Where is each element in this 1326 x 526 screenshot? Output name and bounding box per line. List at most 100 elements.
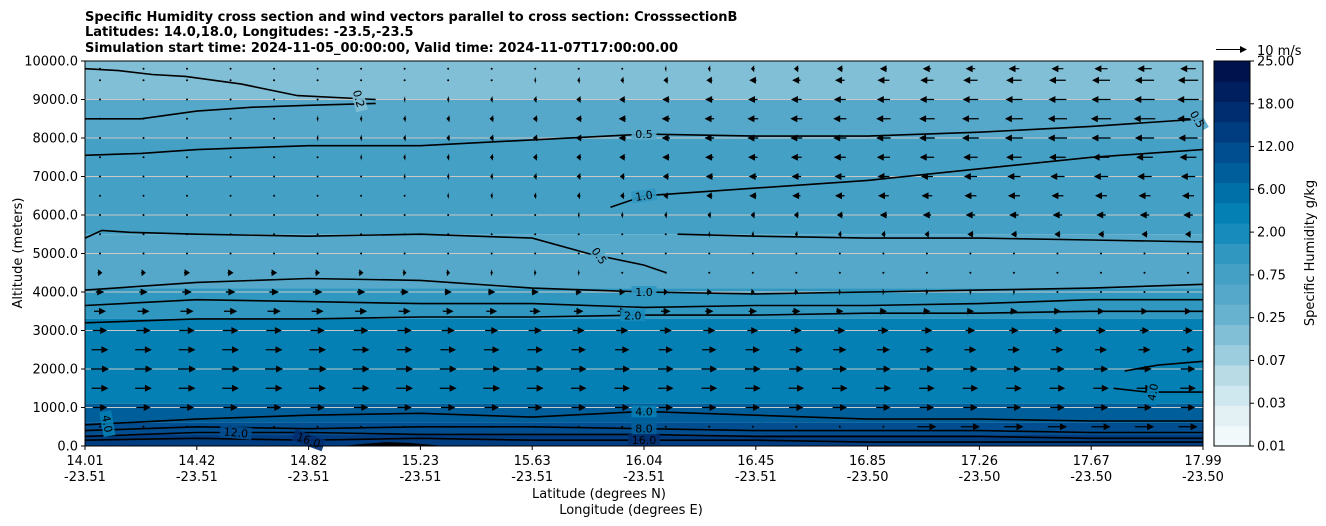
wind-vector bbox=[142, 175, 145, 178]
y-axis-label: Altitude (meters) bbox=[11, 198, 26, 309]
wind-vector bbox=[142, 425, 145, 428]
wind-vector bbox=[402, 269, 407, 277]
wind-vector bbox=[882, 252, 885, 255]
wind-vector bbox=[1180, 365, 1196, 373]
wind-vector bbox=[532, 115, 538, 123]
wind-vector bbox=[577, 76, 581, 84]
wind-vector bbox=[186, 194, 189, 197]
wind-vector bbox=[403, 252, 406, 255]
wind-vector bbox=[747, 327, 759, 334]
wind-vector bbox=[310, 404, 325, 411]
colorbar-segment bbox=[1214, 425, 1250, 447]
wind-vector bbox=[1099, 252, 1102, 255]
wind-vector bbox=[620, 192, 625, 200]
wind-vector bbox=[619, 153, 626, 161]
wind-vector bbox=[528, 404, 543, 411]
wind-vector bbox=[705, 153, 714, 161]
wind-vector bbox=[1013, 288, 1015, 296]
wind-vector bbox=[792, 192, 801, 200]
colorbar-tick-label: 0.75 bbox=[1257, 268, 1286, 283]
colorbar-segment bbox=[1214, 344, 1250, 366]
wind-vector bbox=[137, 307, 150, 315]
wind-vector bbox=[751, 271, 754, 274]
x-tick-label-lat: 15.23 bbox=[402, 454, 439, 469]
wind-vector bbox=[876, 365, 891, 373]
wind-vector bbox=[919, 153, 935, 161]
wind-vector bbox=[483, 384, 501, 392]
wind-vector bbox=[396, 346, 413, 354]
wind-vector bbox=[663, 192, 669, 200]
contour-line-0.5 bbox=[85, 118, 1203, 157]
wind-vector bbox=[1098, 230, 1104, 238]
contour-line-0.5 bbox=[85, 229, 667, 274]
wind-vector bbox=[876, 115, 891, 123]
wind-vector bbox=[439, 384, 457, 392]
wind-vector bbox=[186, 252, 189, 255]
wind-vector bbox=[1047, 115, 1067, 123]
wind-vector bbox=[352, 384, 370, 392]
wind-vector bbox=[1178, 134, 1198, 142]
wind-vector bbox=[99, 137, 101, 139]
x-tick-label-lat: 17.26 bbox=[961, 454, 998, 469]
wind-vector bbox=[225, 288, 236, 296]
wind-vector bbox=[708, 252, 711, 255]
wind-vector bbox=[833, 134, 847, 142]
wind-vector bbox=[227, 269, 234, 277]
wind-vector bbox=[662, 96, 670, 103]
wind-vector bbox=[1180, 404, 1196, 411]
wind-vector bbox=[1143, 252, 1146, 255]
colorbar-segment bbox=[1214, 101, 1250, 123]
wind-vector bbox=[621, 252, 624, 255]
wind-vector bbox=[439, 365, 457, 373]
wind-vector bbox=[962, 115, 979, 123]
wind-vector bbox=[882, 425, 885, 428]
wind-vector bbox=[621, 425, 624, 428]
wind-vector bbox=[316, 175, 319, 178]
colorbar-segment bbox=[1214, 202, 1250, 224]
wind-vector bbox=[921, 327, 933, 334]
x-tick-label-lat: 17.99 bbox=[1184, 454, 1221, 469]
wind-vector bbox=[95, 288, 105, 296]
colorbar-tick-label: 12.00 bbox=[1257, 140, 1294, 155]
x-tick-label-lat: 16.04 bbox=[625, 454, 662, 469]
vector-key-arrow bbox=[1216, 46, 1247, 53]
wind-vector bbox=[99, 194, 101, 197]
wind-vector bbox=[403, 214, 406, 216]
wind-vector bbox=[664, 65, 667, 73]
contour-line-0.5 bbox=[677, 233, 1203, 243]
wind-vector bbox=[1009, 327, 1019, 334]
wind-vector bbox=[963, 153, 978, 161]
wind-vector bbox=[1095, 192, 1107, 200]
wind-vector bbox=[447, 214, 450, 216]
wind-vector bbox=[922, 65, 932, 73]
wind-vector bbox=[229, 233, 232, 236]
wind-vector bbox=[273, 214, 276, 216]
wind-vector bbox=[99, 214, 101, 216]
y-tick-label: 10000.0 bbox=[24, 55, 78, 70]
wind-vector bbox=[792, 76, 801, 84]
wind-vector bbox=[750, 65, 755, 73]
wind-vector bbox=[1051, 65, 1064, 73]
wind-vector bbox=[745, 346, 760, 354]
wind-vector bbox=[353, 327, 369, 334]
wind-vector bbox=[316, 134, 319, 142]
wind-vector bbox=[1143, 291, 1146, 293]
wind-vector bbox=[1133, 115, 1156, 123]
x-axis-label-lon: Longitude (degrees E) bbox=[559, 503, 703, 518]
wind-vector bbox=[97, 269, 103, 277]
wind-vector bbox=[403, 79, 406, 82]
wind-vector bbox=[534, 67, 537, 70]
wind-vector bbox=[621, 233, 624, 236]
wind-vector bbox=[446, 269, 450, 277]
wind-vector bbox=[229, 98, 232, 101]
wind-vector bbox=[490, 96, 494, 103]
wind-vector bbox=[99, 98, 101, 101]
wind-vector bbox=[1093, 365, 1109, 373]
wind-vector bbox=[222, 384, 239, 392]
wind-vector bbox=[1187, 291, 1189, 293]
wind-vector bbox=[833, 153, 846, 161]
wind-vector bbox=[836, 307, 844, 315]
wind-vector bbox=[925, 252, 928, 255]
wind-vector bbox=[222, 346, 239, 354]
wind-vector bbox=[99, 175, 101, 178]
